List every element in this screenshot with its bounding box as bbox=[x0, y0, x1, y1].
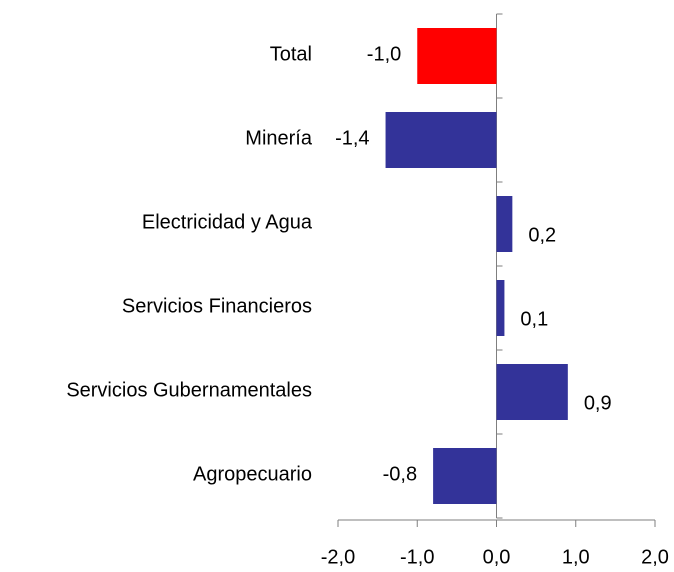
value-label: -1,0 bbox=[367, 43, 401, 65]
category-label: Total bbox=[270, 43, 312, 65]
bar bbox=[496, 364, 568, 420]
bar bbox=[496, 196, 513, 252]
value-label: 0,1 bbox=[520, 308, 548, 330]
category-label: Servicios Gubernamentales bbox=[66, 379, 312, 401]
bar bbox=[496, 280, 505, 336]
value-label: 0,9 bbox=[584, 392, 612, 414]
bar bbox=[417, 28, 497, 84]
category-label: Agropecuario bbox=[193, 463, 312, 485]
x-tick-label: -2,0 bbox=[321, 546, 355, 568]
value-label: 0,2 bbox=[528, 224, 556, 246]
x-tick-label: -1,0 bbox=[400, 546, 434, 568]
x-tick-label: 0,0 bbox=[483, 546, 511, 568]
value-label: -0,8 bbox=[383, 463, 417, 485]
category-label: Servicios Financieros bbox=[122, 295, 312, 317]
value-label: -1,4 bbox=[335, 127, 369, 149]
bar bbox=[385, 112, 497, 168]
x-tick-label: 2,0 bbox=[641, 546, 669, 568]
category-label: Minería bbox=[245, 127, 313, 149]
bar bbox=[433, 448, 497, 504]
category-label: Electricidad y Agua bbox=[142, 211, 313, 233]
x-tick-label: 1,0 bbox=[562, 546, 590, 568]
